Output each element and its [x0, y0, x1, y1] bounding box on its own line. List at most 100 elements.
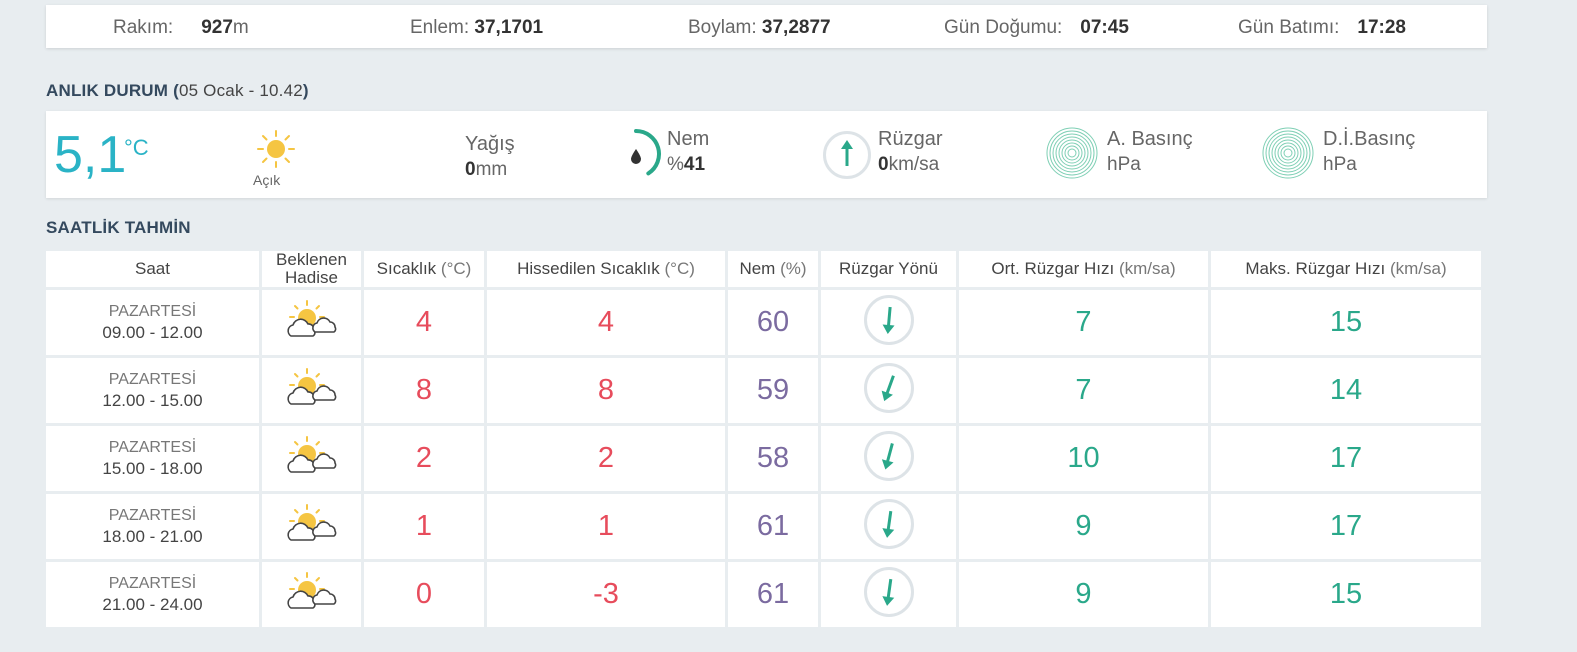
sunset-label: Gün Batımı: [1238, 17, 1340, 38]
row-day: PAZARTESİ [108, 507, 197, 524]
wind-dir-cell [821, 426, 956, 491]
wind-max-cell: 15 [1211, 562, 1481, 627]
humidity-cell: 61 [728, 494, 818, 559]
precipitation-value: 0mm [465, 159, 507, 181]
pressure-label: A. Basınç [1107, 128, 1193, 150]
sunrise-label: Gün Doğumu: [944, 17, 1063, 38]
pressure-gauge-icon [1045, 126, 1099, 180]
current-temperature: 5,1 [54, 126, 127, 184]
temp-cell: 4 [364, 290, 484, 355]
sunrise: Gün Doğumu: 07:45 [944, 17, 1129, 39]
col-header-event: Beklenen Hadise [262, 251, 361, 287]
feels-cell: 2 [487, 426, 725, 491]
wind-direction-icon [863, 499, 914, 549]
time-cell: PAZARTESİ 15.00 - 18.00 [46, 426, 259, 491]
elevation-value: 927 [201, 17, 233, 38]
table-row: PAZARTESİ 09.00 - 12.00 4 4 60 [46, 290, 1481, 355]
precipitation-unit: mm [475, 159, 508, 180]
col-header-time: Saat [46, 251, 259, 287]
wind-direction-icon [863, 567, 914, 617]
current-date: 05 Ocak - 10.42 [178, 81, 303, 100]
wind-avg-cell: 10 [959, 426, 1208, 491]
humidity-cell: 61 [728, 562, 818, 627]
wind-avg-cell: 7 [959, 358, 1208, 423]
table-header-row: Saat Beklenen Hadise Sıcaklık (°C) Hissed… [46, 251, 1481, 287]
row-day: PAZARTESİ [108, 439, 197, 456]
partly-cloudy-icon [286, 436, 336, 473]
wind-arrow-icon [822, 130, 872, 180]
temp-cell: 1 [364, 494, 484, 559]
temp-header-label: Sıcaklık [376, 259, 437, 278]
humidity-cell: 59 [728, 358, 818, 423]
feels-header-unit: (°C) [664, 259, 695, 278]
col-header-humidity: Nem (%) [728, 251, 818, 287]
wind-avg-header-label: Ort. Rüzgar Hızı [991, 259, 1115, 278]
wind-dir-cell [821, 358, 956, 423]
event-cell [262, 290, 361, 355]
humidity-header-unit: (%) [780, 259, 807, 278]
feels-cell: 4 [487, 290, 725, 355]
time-cell: PAZARTESİ 18.00 - 21.00 [46, 494, 259, 559]
col-header-wind-max: Maks. Rüzgar Hızı (km/sa) [1211, 251, 1481, 287]
event-header-line2: Hadise [285, 268, 338, 287]
table-row: PAZARTESİ 18.00 - 21.00 1 1 61 [46, 494, 1481, 559]
location-info-bar: Rakım: 927m Enlem: 37,1701 Boylam: 37,287… [46, 5, 1487, 48]
longitude-label: Boylam: [688, 17, 757, 38]
elevation-label: Rakım: [113, 17, 174, 38]
temp-header-unit: (°C) [440, 259, 472, 278]
partly-cloudy-icon [286, 504, 336, 541]
col-header-wind-avg: Ort. Rüzgar Hızı (km/sa) [959, 251, 1208, 287]
temp-cell: 0 [364, 562, 484, 627]
sky-condition: Açık [253, 172, 281, 188]
row-hours: 21.00 - 24.00 [102, 595, 203, 614]
current-conditions-title: ANLIK DURUM (05 Ocak - 10.42) [46, 81, 309, 100]
row-hours: 15.00 - 18.00 [102, 459, 203, 478]
wind-avg-cell: 9 [959, 494, 1208, 559]
partly-cloudy-icon [286, 368, 336, 405]
wind-direction-icon [863, 295, 914, 345]
sunset: Gün Batımı: 17:28 [1238, 17, 1406, 39]
sea-pressure-unit: hPa [1323, 154, 1357, 175]
humidity-gauge-icon [624, 125, 664, 183]
longitude: Boylam: 37,2877 [688, 17, 831, 39]
temp-cell: 2 [364, 426, 484, 491]
wind-avg-header-unit: (km/sa) [1118, 259, 1176, 278]
row-hours: 09.00 - 12.00 [102, 323, 203, 342]
event-cell [262, 494, 361, 559]
precipitation-label: Yağış [465, 133, 515, 155]
time-cell: PAZARTESİ 09.00 - 12.00 [46, 290, 259, 355]
latitude-value: 37,1701 [474, 17, 544, 38]
elevation: Rakım: 927m [113, 17, 249, 39]
elevation-unit: m [232, 17, 249, 38]
humidity-cell: 58 [728, 426, 818, 491]
row-day: PAZARTESİ [108, 575, 197, 592]
partly-cloudy-icon [286, 300, 336, 337]
col-header-feels: Hissedilen Sıcaklık (°C) [487, 251, 725, 287]
wind-speed: 0 [878, 154, 889, 175]
row-hours: 12.00 - 15.00 [102, 391, 203, 410]
hourly-forecast-title: SAATLİK TAHMİN [46, 218, 191, 237]
col-header-wind-dir: Rüzgar Yönü [821, 251, 956, 287]
humidity-cell: 60 [728, 290, 818, 355]
wind-max-cell: 14 [1211, 358, 1481, 423]
humidity-value: %41 [667, 154, 705, 176]
wind-max-header-label: Maks. Rüzgar Hızı [1245, 259, 1386, 278]
sunset-value: 17:28 [1357, 17, 1406, 38]
sea-pressure-label: D.İ.Basınç [1323, 128, 1416, 150]
table-row: PAZARTESİ 12.00 - 15.00 8 8 59 [46, 358, 1481, 423]
precipitation-amount: 0 [465, 159, 476, 180]
wind-max-cell: 17 [1211, 426, 1481, 491]
event-cell [262, 426, 361, 491]
feels-cell: -3 [487, 562, 725, 627]
sea-pressure-gauge-icon [1261, 126, 1315, 180]
wind-direction-icon [863, 431, 914, 481]
wind-dir-cell [821, 562, 956, 627]
wind-direction-icon [863, 363, 914, 413]
sunrise-value: 07:45 [1080, 17, 1129, 38]
row-hours: 18.00 - 21.00 [102, 527, 203, 546]
wind-max-cell: 17 [1211, 494, 1481, 559]
wind-avg-cell: 9 [959, 562, 1208, 627]
hourly-forecast-table: Saat Beklenen Hadise Sıcaklık (°C) Hissed… [43, 248, 1484, 630]
event-cell [262, 562, 361, 627]
wind-label: Rüzgar [878, 128, 943, 150]
